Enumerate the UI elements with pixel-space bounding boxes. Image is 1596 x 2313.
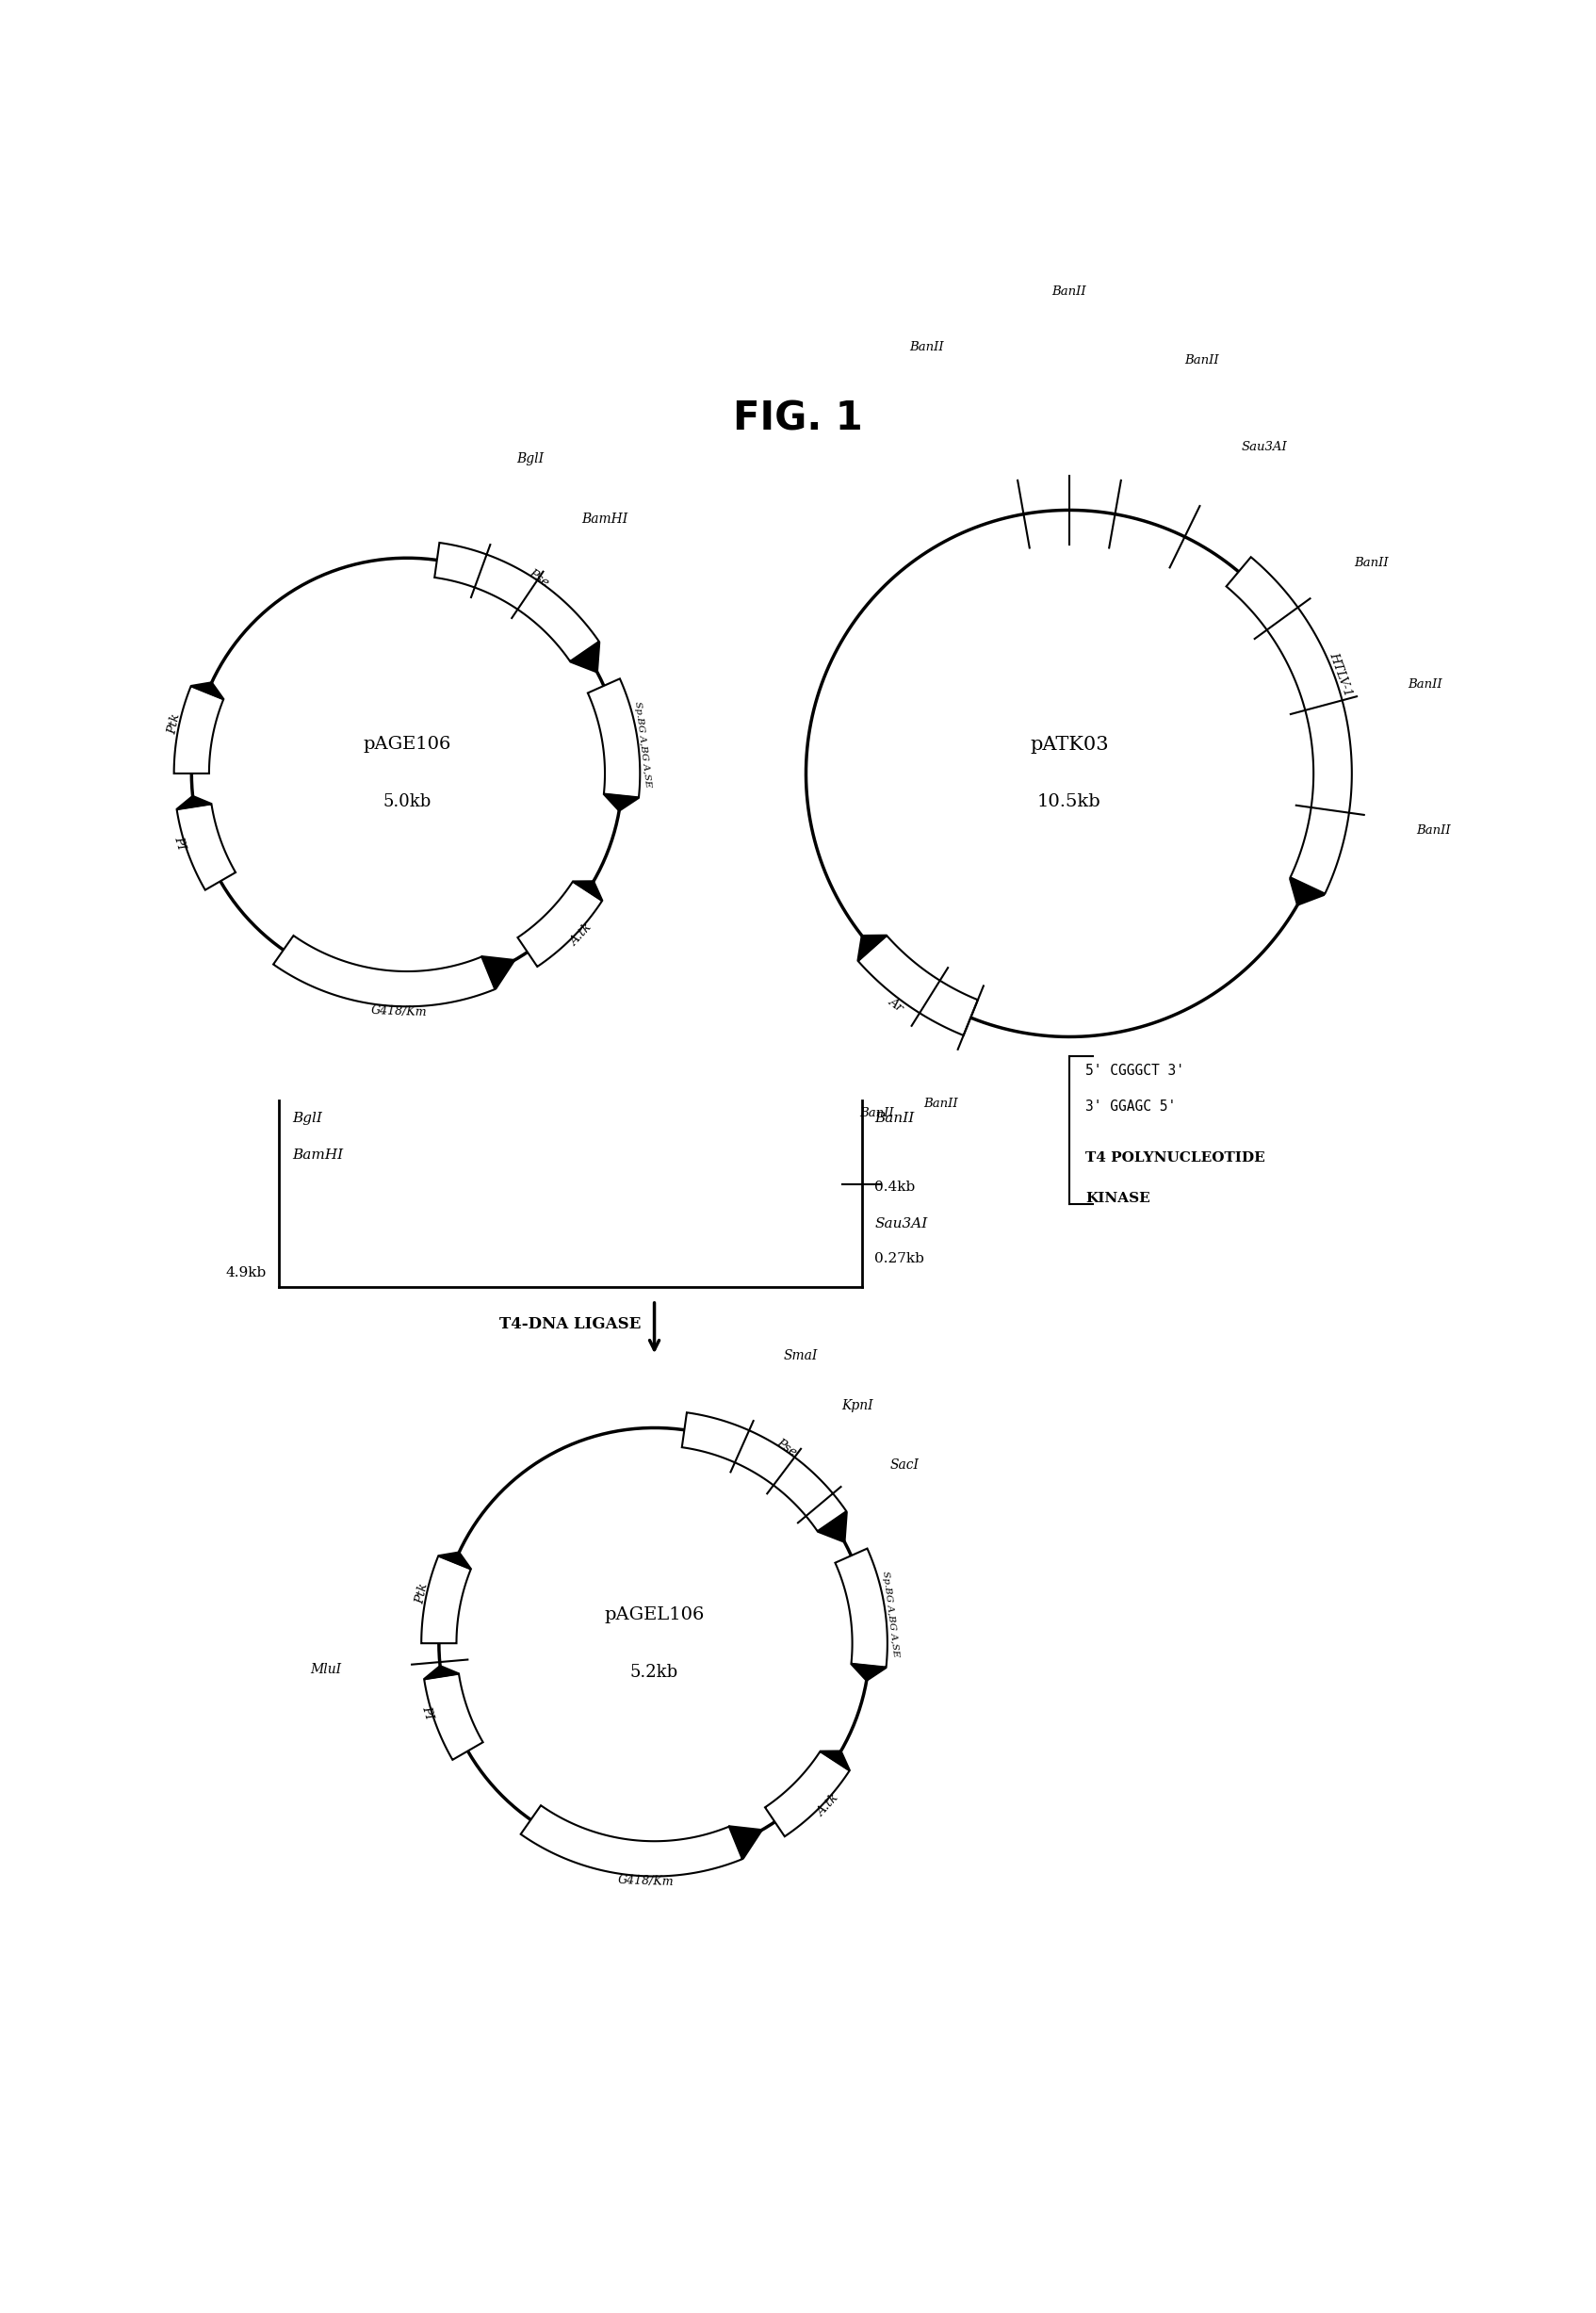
Text: BanII: BanII	[924, 1096, 958, 1110]
Polygon shape	[570, 643, 600, 673]
Text: BanII: BanII	[1416, 823, 1451, 837]
Text: 0.27kb: 0.27kb	[875, 1251, 924, 1265]
Polygon shape	[1226, 557, 1352, 893]
Text: G418/Km: G418/Km	[370, 1004, 426, 1018]
Text: SacI: SacI	[891, 1457, 919, 1471]
Text: Sp.BG A,BG A,SE: Sp.BG A,BG A,SE	[634, 701, 653, 789]
Text: 5.0kb: 5.0kb	[383, 793, 431, 810]
Text: pAGE106: pAGE106	[362, 736, 452, 754]
Polygon shape	[817, 1513, 847, 1543]
Text: Ptk: Ptk	[413, 1582, 429, 1605]
Polygon shape	[425, 1675, 484, 1760]
Text: PI: PI	[172, 835, 187, 851]
Text: FIG. 1: FIG. 1	[733, 400, 863, 439]
Text: PI: PI	[420, 1705, 434, 1721]
Polygon shape	[587, 678, 640, 798]
Polygon shape	[177, 796, 211, 810]
Text: BamHI: BamHI	[581, 513, 627, 525]
Text: SmaI: SmaI	[784, 1348, 817, 1362]
Polygon shape	[835, 1547, 887, 1668]
Polygon shape	[434, 544, 598, 662]
Text: BglI: BglI	[292, 1113, 322, 1124]
Polygon shape	[573, 881, 602, 900]
Polygon shape	[859, 937, 978, 1036]
Text: Ptk: Ptk	[166, 712, 182, 736]
Polygon shape	[174, 687, 223, 773]
Text: Sau3AI: Sau3AI	[875, 1217, 927, 1231]
Text: 4.9kb: 4.9kb	[225, 1265, 267, 1279]
Text: pATK03: pATK03	[1029, 736, 1109, 754]
Text: T4 POLYNUCLEOTIDE: T4 POLYNUCLEOTIDE	[1085, 1152, 1266, 1166]
Text: BanII: BanII	[1355, 557, 1389, 569]
Polygon shape	[421, 1557, 471, 1642]
Text: BanII: BanII	[1408, 678, 1443, 692]
Polygon shape	[192, 682, 223, 699]
Text: BglI: BglI	[517, 453, 544, 465]
Text: Pse: Pse	[527, 567, 552, 590]
Polygon shape	[520, 1806, 742, 1876]
Polygon shape	[764, 1751, 849, 1837]
Text: Pse: Pse	[774, 1436, 800, 1460]
Text: BanII: BanII	[1184, 354, 1219, 368]
Text: T4-DNA LIGASE: T4-DNA LIGASE	[500, 1316, 642, 1332]
Polygon shape	[681, 1413, 846, 1531]
Text: BanII: BanII	[1052, 284, 1087, 298]
Polygon shape	[425, 1665, 458, 1679]
Polygon shape	[439, 1552, 471, 1568]
Polygon shape	[273, 934, 495, 1006]
Text: BanII: BanII	[860, 1108, 894, 1119]
Polygon shape	[729, 1827, 763, 1860]
Polygon shape	[820, 1751, 849, 1769]
Text: 0.4kb: 0.4kb	[875, 1180, 916, 1194]
Polygon shape	[482, 958, 514, 990]
Text: A.tk: A.tk	[568, 923, 594, 948]
Polygon shape	[603, 793, 638, 812]
Text: 5.2kb: 5.2kb	[630, 1663, 678, 1682]
Polygon shape	[851, 1663, 886, 1682]
Text: 5' CGGGCT 3': 5' CGGGCT 3'	[1085, 1064, 1184, 1078]
Text: pAGEL106: pAGEL106	[605, 1605, 704, 1624]
Text: KINASE: KINASE	[1085, 1191, 1151, 1205]
Text: Sau3AI: Sau3AI	[1242, 442, 1288, 453]
Text: 3' GGAGC 5': 3' GGAGC 5'	[1085, 1099, 1176, 1113]
Text: KpnI: KpnI	[841, 1399, 873, 1413]
Text: HTLV-1: HTLV-1	[1328, 650, 1355, 699]
Text: MluI: MluI	[310, 1663, 342, 1677]
Polygon shape	[1290, 879, 1325, 904]
Text: G418/Km: G418/Km	[618, 1874, 674, 1887]
Polygon shape	[517, 881, 602, 967]
Text: BamHI: BamHI	[292, 1150, 343, 1161]
Text: 10.5kb: 10.5kb	[1037, 793, 1101, 810]
Text: BanII: BanII	[910, 342, 943, 354]
Polygon shape	[177, 805, 236, 891]
Text: A.tk: A.tk	[816, 1793, 841, 1818]
Polygon shape	[857, 934, 886, 960]
Text: Sp.BG A,BG A,SE: Sp.BG A,BG A,SE	[881, 1571, 900, 1658]
Text: Ar: Ar	[886, 995, 905, 1013]
Text: BanII: BanII	[875, 1113, 915, 1124]
